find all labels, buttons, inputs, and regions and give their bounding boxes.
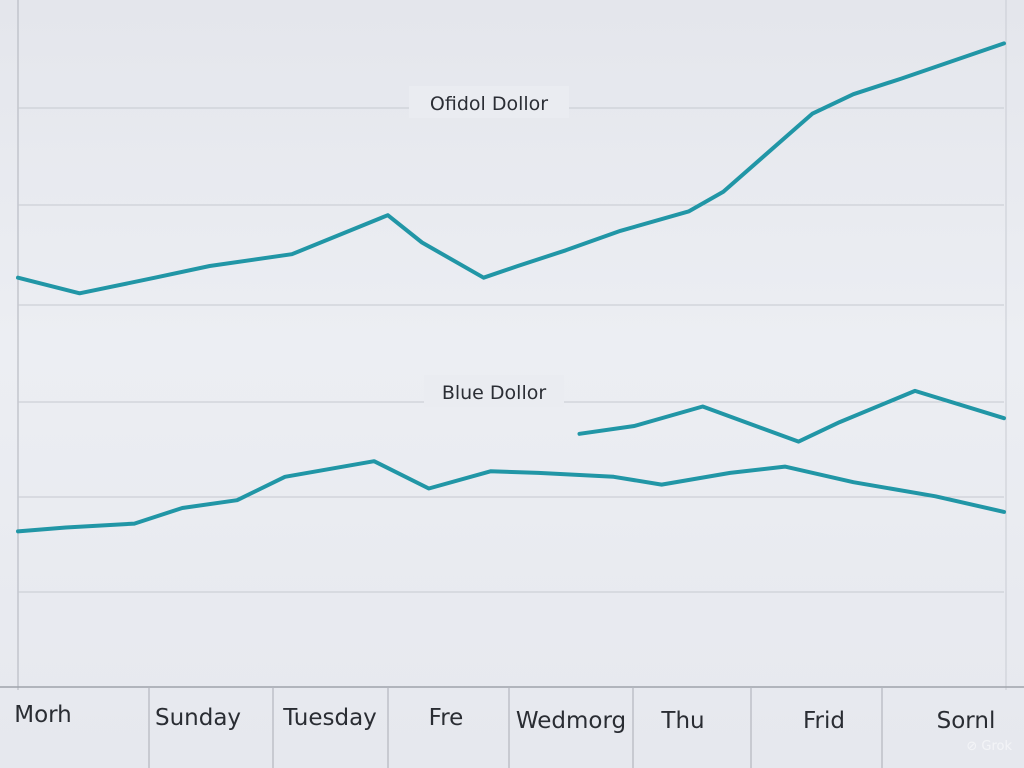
x-tick-label: Wedmorg	[516, 708, 626, 734]
x-tick-label: Frid	[803, 708, 845, 734]
series-label-background	[409, 86, 569, 118]
series-line-3	[16, 459, 1006, 534]
x-tick-label: Fre	[429, 705, 464, 731]
x-tick-label: Sornl	[937, 708, 996, 734]
x-tick-label: Tuesday	[282, 705, 377, 731]
x-tick-label: Sunday	[155, 705, 241, 731]
series-label-background	[424, 375, 564, 407]
x-tick-label: Thu	[660, 708, 704, 734]
x-tick-label: Morh	[14, 702, 72, 728]
watermark-text: Grok	[981, 739, 1012, 754]
series-label-1: Ofidol Dollor	[430, 93, 548, 115]
series-label-2: Blue Dollor	[442, 382, 547, 404]
series-line-1	[16, 41, 1006, 296]
watermark: ⊘ Grok	[966, 739, 1012, 754]
series-line-2	[577, 388, 1006, 444]
grok-logo-icon: ⊘	[966, 739, 978, 754]
